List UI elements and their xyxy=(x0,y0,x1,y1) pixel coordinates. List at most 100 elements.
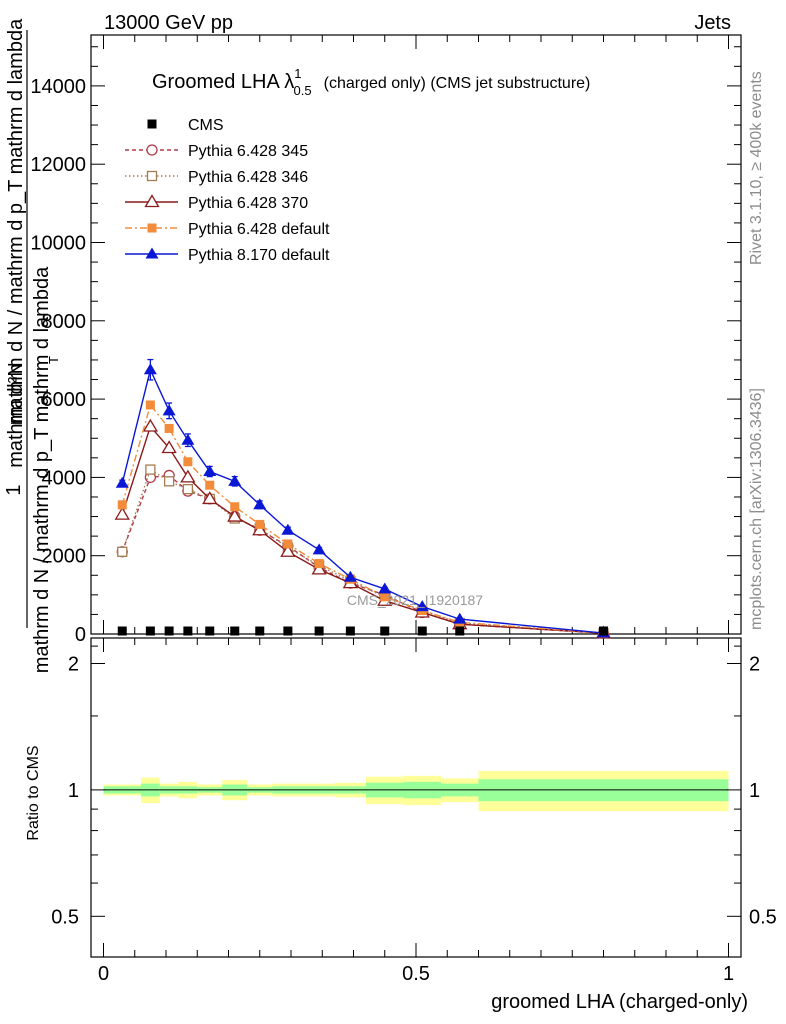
y-axis-label-sub-t: T xyxy=(46,356,61,364)
y-tick-label: 2000 xyxy=(42,546,87,568)
data-point xyxy=(180,469,196,483)
legend-entry-3: Pythia 6.428 370 xyxy=(125,194,308,212)
legend-entry-5: Pythia 8.170 default xyxy=(125,247,330,264)
data-point xyxy=(345,626,355,636)
series-line-1 xyxy=(121,474,604,634)
data-point xyxy=(599,626,608,636)
data-point xyxy=(202,491,218,505)
data-point xyxy=(205,626,215,636)
data-point xyxy=(162,404,176,416)
series-1 xyxy=(116,469,610,639)
data-point xyxy=(415,600,429,612)
legend-marker xyxy=(146,170,158,182)
legend-label: Pythia 8.170 default xyxy=(188,247,330,264)
series-line-4 xyxy=(121,403,604,634)
data-point xyxy=(380,626,390,636)
series-0 xyxy=(117,626,608,636)
watermark: CMS_2021_I1920187 xyxy=(347,592,483,608)
ratio-bands xyxy=(103,770,729,812)
series-line-2 xyxy=(121,468,604,634)
data-point xyxy=(163,476,175,487)
axis-ticks: 0 2000 4000 6000 8000 10000 12000 14000 0 0.5 1 0.5… xyxy=(30,35,777,985)
legend-label: CMS xyxy=(188,117,224,134)
data-point xyxy=(203,465,217,477)
category-label: Jets xyxy=(694,12,731,34)
data-point xyxy=(378,582,392,594)
data-point xyxy=(283,539,293,549)
chart-title-sub: 0.5 xyxy=(294,83,312,98)
data-point xyxy=(115,476,129,488)
chart-title-suffix: (charged only) (CMS jet substructure) xyxy=(324,75,591,92)
data-point xyxy=(311,561,327,575)
series-line-5 xyxy=(121,367,604,634)
legend-label: Pythia 6.428 default xyxy=(188,221,330,238)
legend-entry-1: Pythia 6.428 345 xyxy=(125,143,308,160)
data-point xyxy=(255,626,265,636)
legend-label: Pythia 6.428 346 xyxy=(188,169,308,186)
ratio-y-axis-label: Ratio to CMS xyxy=(25,745,42,840)
data-point xyxy=(312,543,326,555)
data-point xyxy=(283,626,293,636)
y-tick-label: 10000 xyxy=(30,232,86,254)
y-axis-label-line-1: mathrm d N / mathrm d p_T mathrm d lambd… xyxy=(5,18,27,425)
y-tick-label: 0 xyxy=(75,624,86,646)
legend-marker xyxy=(145,247,159,259)
data-point xyxy=(143,363,157,375)
legend-marker xyxy=(144,194,160,208)
data-point xyxy=(314,559,324,569)
data-point xyxy=(417,626,427,636)
legend-marker xyxy=(147,119,157,129)
data-point xyxy=(117,546,128,557)
data-point xyxy=(455,626,465,636)
legend-entry-0: CMS xyxy=(147,117,224,134)
energy-label: 13000 GeV pp xyxy=(104,12,233,34)
legend: CMS Pythia 6.428 345 Pythia 6.428 346 Pythi… xyxy=(125,117,330,264)
data-point xyxy=(228,474,242,486)
legend-entry-4: Pythia 6.428 default xyxy=(125,221,330,238)
ratio-tick-label-left: 2 xyxy=(68,653,79,675)
data-point xyxy=(183,457,193,467)
legend-label: Pythia 6.428 370 xyxy=(188,195,308,212)
side-label-rivet: Rivet 3.1.10, ≥ 400k events xyxy=(748,71,765,265)
data-point xyxy=(227,508,243,522)
data-point xyxy=(380,592,390,602)
data-point xyxy=(164,423,174,433)
y-axis-label-line-2: mathrm d²N xyxy=(5,362,27,468)
ratio-tick-label-right: 0.5 xyxy=(749,906,777,928)
data-point xyxy=(453,612,467,624)
ratio-tick-label-right: 2 xyxy=(749,653,760,675)
y-tick-label: 14000 xyxy=(30,76,86,98)
legend-label: Pythia 6.428 345 xyxy=(188,143,308,160)
data-point xyxy=(314,626,324,636)
data-point xyxy=(117,626,127,636)
data-point xyxy=(281,523,295,535)
y-tick-label: 12000 xyxy=(30,154,86,176)
data-point xyxy=(145,400,155,410)
data-point xyxy=(343,570,357,582)
chart-title-main: Groomed LHA λ xyxy=(152,71,294,93)
data-point xyxy=(205,480,215,490)
chart-title-sup: 1 xyxy=(294,66,301,81)
chart-title: Groomed LHA λ1 0.5 (charged only) (CMS jet… xyxy=(152,66,590,98)
x-tick-label: 0.5 xyxy=(402,963,430,985)
side-label-mcplots: mcplots.cern.ch [arXiv:1306.3436] xyxy=(748,388,765,630)
y-tick-label: 4000 xyxy=(42,467,87,489)
data-series xyxy=(114,358,612,639)
ratio-tick-label-right: 1 xyxy=(749,780,760,802)
data-point xyxy=(142,418,159,432)
data-point xyxy=(253,498,267,510)
data-point xyxy=(114,506,130,520)
legend-marker xyxy=(146,144,158,156)
y-axis-label-line-4: 1 xyxy=(3,484,25,495)
data-point xyxy=(252,522,268,536)
series-2 xyxy=(117,464,609,639)
legend-entry-2: Pythia 6.428 346 xyxy=(125,169,308,186)
data-point xyxy=(145,626,155,636)
data-point xyxy=(145,464,156,475)
ratio-tick-label-left: 0.5 xyxy=(51,906,79,928)
legend-marker xyxy=(147,223,157,233)
y-tick-label: 6000 xyxy=(42,389,87,411)
data-point xyxy=(183,626,193,636)
ratio-tick-label-left: 1 xyxy=(68,780,79,802)
